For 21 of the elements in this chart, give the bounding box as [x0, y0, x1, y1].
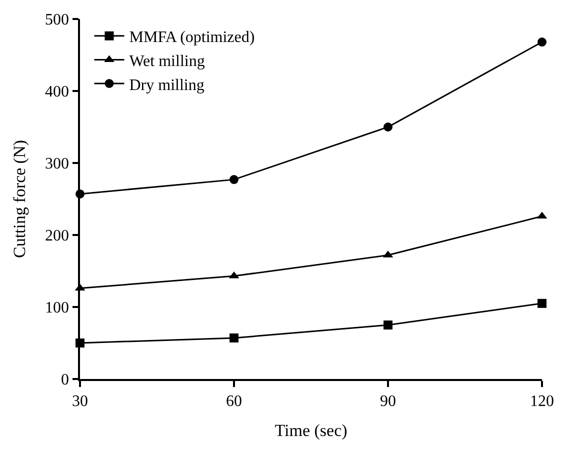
y-tick-label: 500 — [45, 12, 70, 29]
point — [230, 333, 238, 342]
y-tick-label: 100 — [45, 300, 70, 317]
x-tick-label: 30 — [72, 392, 88, 410]
point — [538, 38, 546, 47]
y-tick-label: 0 — [61, 372, 70, 389]
point — [538, 298, 546, 308]
x-axis-title: Time (sec) — [274, 420, 348, 440]
point — [384, 122, 392, 132]
point — [384, 320, 392, 330]
point — [230, 175, 238, 184]
legend-label: Dry milling — [129, 76, 204, 94]
y-tick-label: 400 — [45, 84, 70, 101]
x-tick-label: 90 — [380, 392, 396, 410]
y-axis-title: Cutting force (N) — [10, 140, 30, 258]
legend-label: Wet milling — [129, 52, 205, 70]
x-tick-label: 120 — [530, 392, 554, 410]
y-tick-label: 200 — [45, 228, 70, 245]
legend-label: MMFA (optimized) — [129, 29, 255, 46]
x-tick-label: 60 — [226, 392, 242, 410]
y-tick-label: 300 — [45, 156, 70, 173]
